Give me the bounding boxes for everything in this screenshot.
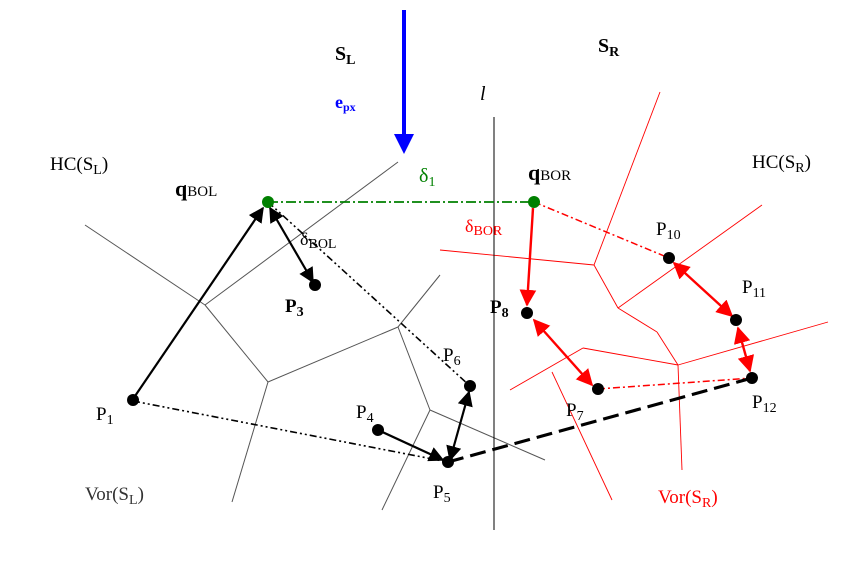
point-p11 xyxy=(730,314,742,326)
lower-bridge xyxy=(447,376,753,464)
point-p3 xyxy=(309,279,321,291)
label-delta1: δ1 xyxy=(419,165,435,190)
label-p6: P6 xyxy=(443,345,461,369)
point-p12 xyxy=(746,372,758,384)
label-sl: SL xyxy=(335,43,355,68)
point-p8 xyxy=(521,307,533,319)
left-voronoi-edges xyxy=(84,161,546,511)
point-p6 xyxy=(464,380,476,392)
points xyxy=(127,196,758,468)
point-q-bol xyxy=(262,196,274,208)
point-p1 xyxy=(127,394,139,406)
label-l: l xyxy=(480,83,486,105)
label-vor-sl: Vor(SL) xyxy=(85,484,144,508)
label-hc-sr: HC(SR) xyxy=(752,152,811,176)
label-epx: epx xyxy=(335,92,356,114)
label-delta-bol: δBOL xyxy=(300,229,336,252)
right-arrows xyxy=(519,207,755,387)
label-p3: P3 xyxy=(285,296,304,320)
label-q-bor: qBOR xyxy=(528,160,571,185)
right-hull-edges xyxy=(533,201,753,390)
label-p12: P12 xyxy=(752,392,777,416)
label-p4: P4 xyxy=(356,402,374,426)
label-p5: P5 xyxy=(433,482,451,506)
point-p5 xyxy=(442,456,454,468)
point-p10 xyxy=(663,252,675,264)
label-p1: P1 xyxy=(96,404,114,428)
label-p10: P10 xyxy=(656,219,681,243)
label-sr: SR xyxy=(598,35,620,60)
left-arrows xyxy=(132,206,473,462)
label-p7: P7 xyxy=(566,400,584,424)
label-delta-bor: δBOR xyxy=(465,216,503,239)
label-q-bol: qBOL xyxy=(175,176,217,201)
label-vor-sr: Vor(SR) xyxy=(658,487,718,511)
point-p7 xyxy=(592,383,604,395)
point-q-bor xyxy=(528,196,540,208)
label-p8: P8 xyxy=(490,297,509,321)
point-p4 xyxy=(372,424,384,436)
label-hc-sl: HC(SL) xyxy=(50,154,108,178)
label-p11: P11 xyxy=(742,277,766,301)
